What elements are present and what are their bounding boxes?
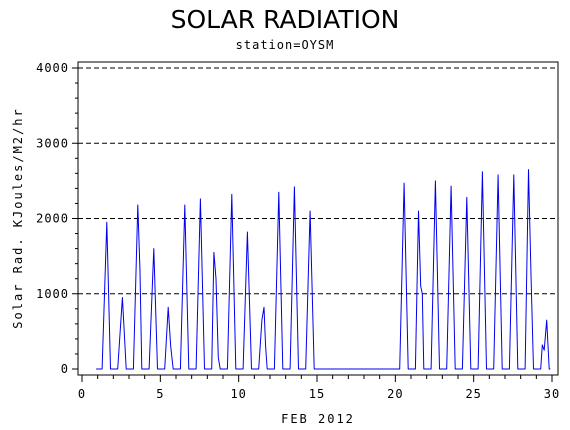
- y-axis: 0 1000 2000 3000 4000: [36, 61, 78, 376]
- chart-subtitle: station=OYSM: [236, 38, 335, 52]
- x-tick-label-20: 20: [387, 387, 403, 401]
- grid-lines: [78, 67, 558, 295]
- x-tick-label-30: 30: [544, 387, 560, 401]
- x-tick-label-10: 10: [230, 387, 246, 401]
- y-tick-label-3000: 3000: [36, 136, 69, 150]
- x-axis-label: FEB 2012: [281, 412, 355, 426]
- y-tick-label-2000: 2000: [36, 212, 69, 226]
- plot-series: [96, 169, 551, 370]
- x-tick-label-25: 25: [465, 387, 481, 401]
- y-axis-label: Solar Rad. KJoules/M2/hr: [11, 107, 25, 328]
- y-tick-label-0: 0: [61, 362, 69, 376]
- x-tick-label-5: 5: [156, 387, 164, 401]
- y-tick-label-4000: 4000: [36, 61, 69, 75]
- x-axis: 0 5 10 15 20 25 30: [78, 375, 560, 401]
- x-tick-label-15: 15: [309, 387, 325, 401]
- x-tick-label-0: 0: [78, 387, 86, 401]
- chart-title: SOLAR RADIATION: [171, 5, 400, 34]
- solar-radiation-line: [96, 169, 551, 370]
- y-tick-label-1000: 1000: [36, 287, 69, 301]
